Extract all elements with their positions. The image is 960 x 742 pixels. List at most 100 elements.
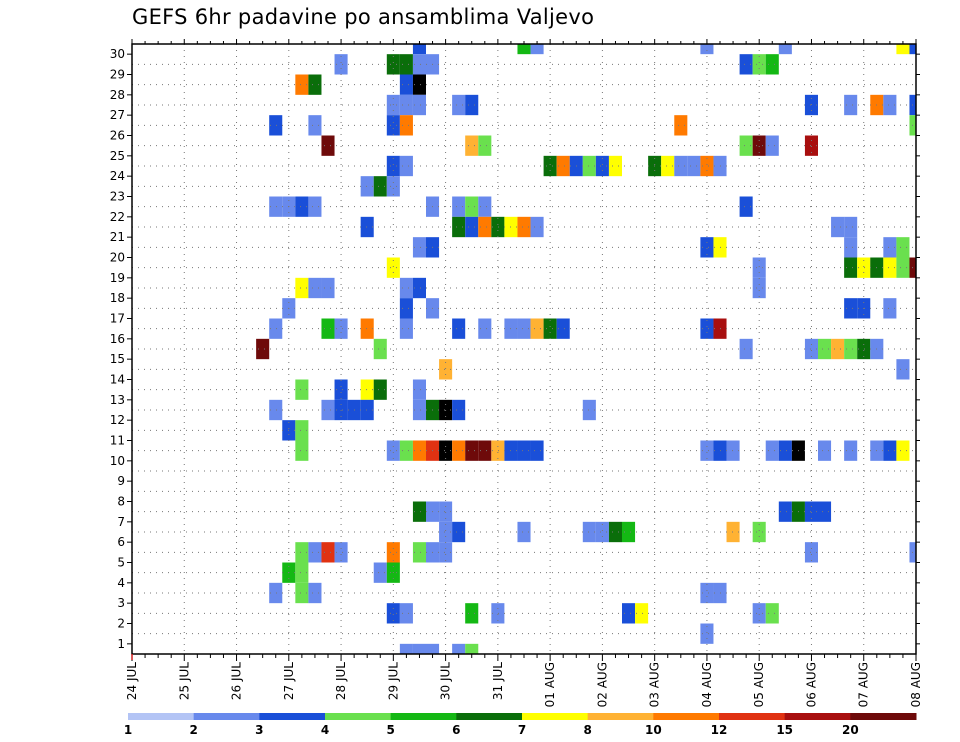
x-tick-label: 06 AUG [804, 662, 818, 707]
heatmap-cell [373, 176, 387, 197]
heatmap-cell [399, 440, 413, 461]
heatmap-cell [661, 155, 675, 177]
heatmap-cell [386, 603, 400, 624]
heatmap-cell [439, 521, 453, 543]
y-tick-label: 12 [110, 413, 125, 427]
colorbar-swatch [850, 713, 917, 720]
heatmap-cell [700, 318, 714, 339]
x-tick-label: 05 AUG [752, 662, 766, 707]
heatmap-cell [308, 115, 322, 136]
heatmap-cell [295, 582, 309, 604]
heatmap-cell [412, 399, 426, 421]
heatmap-cell [269, 399, 283, 421]
heatmap-cell [844, 237, 858, 258]
chart-title: GEFS 6hr padavine po ansamblima Valjevo [132, 5, 595, 29]
y-tick-label: 7 [117, 515, 125, 529]
heatmap-cell [295, 74, 309, 95]
y-tick-label: 2 [117, 617, 125, 631]
colorbar-swatch [193, 713, 260, 720]
heatmap-cell [308, 542, 322, 563]
heatmap-cell [896, 440, 910, 461]
heatmap-cell [478, 216, 492, 238]
heatmap-cell [373, 379, 387, 400]
heatmap-cell [386, 115, 400, 136]
heatmap-cell [295, 420, 309, 441]
heatmap-cell [399, 643, 413, 654]
heatmap-cell [883, 237, 897, 258]
heatmap-cell [439, 542, 453, 563]
heatmap-cell [700, 237, 714, 258]
x-tick-label: 24 JUL [125, 662, 139, 700]
y-tick-label: 13 [110, 393, 125, 407]
heatmap-cell [726, 521, 740, 543]
heatmap-cell [478, 196, 492, 217]
heatmap-cell [321, 135, 335, 156]
colorbar-label: 15 [776, 723, 793, 737]
heatmap-cell [517, 521, 531, 543]
heatmap-cell [452, 94, 466, 116]
colorbar-swatch [653, 713, 720, 720]
heatmap-cell [478, 440, 492, 461]
heatmap-cell [412, 643, 426, 654]
heatmap-cell [386, 440, 400, 461]
heatmap-cell [399, 318, 413, 339]
x-tick-label: 07 AUG [857, 662, 871, 707]
y-tick-label: 25 [110, 149, 125, 163]
heatmap-cell [739, 54, 753, 75]
heatmap-cell [399, 115, 413, 136]
heatmap-cell [595, 521, 609, 543]
heatmap-cell [321, 542, 335, 563]
heatmap-cell [543, 318, 557, 339]
y-tick-label: 26 [110, 129, 125, 143]
heatmap-cell [752, 277, 766, 299]
heatmap-cell [739, 196, 753, 217]
heatmap-cell [399, 54, 413, 75]
heatmap-cell [530, 440, 544, 461]
heatmap-cell [739, 135, 753, 156]
heatmap-cell [818, 440, 832, 461]
y-tick-label: 6 [117, 535, 125, 549]
colorbar-swatch [522, 713, 589, 720]
heatmap-cell [308, 74, 322, 95]
colorbar-swatch [784, 713, 851, 720]
heatmap-cell [465, 135, 479, 156]
heatmap-cell [439, 440, 453, 461]
y-tick-label: 1 [117, 637, 125, 651]
y-tick-label: 3 [117, 596, 125, 610]
heatmap-cell [818, 501, 832, 522]
heatmap-cell [399, 94, 413, 116]
heatmap-cell [530, 44, 544, 55]
heatmap-cell [804, 542, 818, 563]
y-tick-label: 24 [110, 169, 125, 183]
heatmap-cell [765, 440, 779, 461]
y-tick-label: 11 [110, 434, 125, 448]
heatmap-cell [269, 582, 283, 604]
heatmap-cell [386, 155, 400, 177]
y-tick-label: 8 [117, 495, 125, 509]
heatmap-cell [595, 155, 609, 177]
x-tick-label: 28 JUL [334, 662, 348, 700]
heatmap-cell [412, 379, 426, 400]
heatmap-cell [765, 603, 779, 624]
x-tick-label: 02 AUG [595, 662, 609, 707]
heatmap-cell [452, 399, 466, 421]
heatmap-cell [909, 44, 916, 55]
heatmap-cell [269, 196, 283, 217]
heatmap-cell [844, 94, 858, 116]
heatmap-cell [883, 94, 897, 116]
heatmap-cell [334, 318, 348, 339]
y-tick-label: 28 [110, 88, 125, 102]
heatmap-cell [635, 603, 649, 624]
heatmap-cell [844, 440, 858, 461]
heatmap-cell [360, 318, 374, 339]
heatmap-cell [700, 44, 714, 55]
heatmap-cell [582, 399, 596, 421]
y-tick-label: 9 [117, 474, 125, 488]
heatmap-cell [778, 501, 792, 522]
y-tick-label: 10 [110, 454, 125, 468]
heatmap-cell [517, 440, 531, 461]
y-tick-label: 17 [110, 312, 125, 326]
heatmap-cell [491, 603, 505, 624]
colorbar-swatch [456, 713, 523, 720]
